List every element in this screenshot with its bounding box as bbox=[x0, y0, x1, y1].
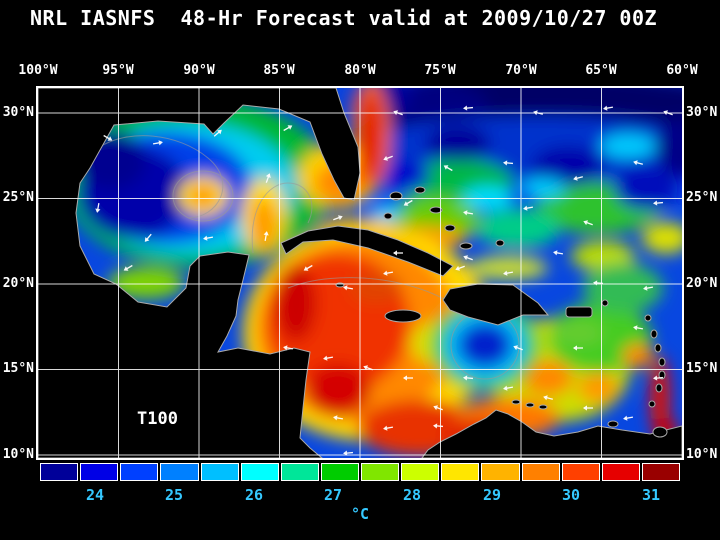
colorbar-tick-label: 29 bbox=[482, 486, 502, 504]
colorbar-cell bbox=[160, 463, 199, 481]
lat-label-left: 30°N bbox=[2, 105, 34, 120]
colorbar-cell bbox=[40, 463, 79, 481]
colorbar-cell bbox=[200, 463, 239, 481]
antilles-island bbox=[654, 343, 662, 353]
colorbar-tick-label: 28 bbox=[402, 486, 422, 504]
antilles-island bbox=[650, 329, 658, 339]
antilles-island bbox=[644, 314, 652, 322]
colorbar-cell bbox=[641, 463, 680, 481]
colorbar-cell bbox=[481, 463, 520, 481]
colorbar-cell bbox=[80, 463, 119, 481]
trinidad bbox=[652, 426, 668, 438]
lat-label-right: 15°N bbox=[686, 361, 718, 376]
lon-label: 70°W bbox=[505, 63, 537, 78]
jamaica bbox=[384, 309, 422, 323]
bahamas-island bbox=[459, 242, 473, 250]
colorbar bbox=[40, 463, 680, 481]
bahamas-island bbox=[429, 206, 443, 214]
colorbar-cell bbox=[401, 463, 440, 481]
curacao bbox=[525, 402, 535, 408]
lon-label: 80°W bbox=[344, 63, 376, 78]
colorbar-tick-label: 26 bbox=[244, 486, 264, 504]
margarita bbox=[607, 420, 619, 428]
colorbar-cell bbox=[280, 463, 319, 481]
bahamas-island bbox=[414, 186, 426, 194]
page-title: NRL IASNFS 48-Hr Forecast valid at 2009/… bbox=[30, 6, 658, 30]
cuba bbox=[280, 225, 454, 277]
antilles-island bbox=[655, 383, 663, 393]
lat-label-right: 20°N bbox=[686, 276, 718, 291]
antilles-island bbox=[658, 370, 666, 380]
colorbar-cell bbox=[120, 463, 159, 481]
hispaniola bbox=[442, 283, 550, 326]
antilles-island bbox=[658, 357, 666, 367]
lat-label-right: 25°N bbox=[686, 190, 718, 205]
lon-label: 75°W bbox=[424, 63, 456, 78]
lon-label: 95°W bbox=[102, 63, 134, 78]
lat-label-left: 20°N bbox=[2, 276, 34, 291]
colorbar-tick-label: 27 bbox=[323, 486, 343, 504]
lat-label-left: 15°N bbox=[2, 361, 34, 376]
grid-lines bbox=[38, 88, 682, 458]
lon-label: 85°W bbox=[263, 63, 295, 78]
bahamas-island bbox=[444, 224, 456, 232]
colorbar-cell bbox=[320, 463, 359, 481]
colorbar-cell bbox=[601, 463, 640, 481]
colorbar-tick-label: 24 bbox=[85, 486, 105, 504]
colorbar-tick-label: 31 bbox=[641, 486, 661, 504]
forecast-map: T100 bbox=[36, 70, 718, 460]
bonaire bbox=[538, 404, 548, 410]
puerto-rico bbox=[565, 306, 593, 318]
sst-map-canvas: T100 bbox=[37, 70, 718, 459]
lat-label-left: 25°N bbox=[2, 190, 34, 205]
lon-label: 65°W bbox=[585, 63, 617, 78]
antilles-island bbox=[648, 400, 656, 408]
lat-label-right: 30°N bbox=[686, 105, 718, 120]
lon-label: 60°W bbox=[666, 63, 698, 78]
colorbar-cell bbox=[521, 463, 560, 481]
antilles-island bbox=[601, 299, 609, 307]
lon-label: 90°W bbox=[183, 63, 215, 78]
lon-label: 100°W bbox=[18, 63, 58, 78]
colorbar-unit: °C bbox=[350, 505, 370, 523]
colorbar-tick-label: 25 bbox=[164, 486, 184, 504]
colorbar-cell bbox=[561, 463, 600, 481]
aruba bbox=[511, 399, 521, 405]
lat-label-left: 10°N bbox=[2, 447, 34, 462]
lat-label-right: 10°N bbox=[686, 447, 718, 462]
field-label: T100 bbox=[137, 409, 178, 429]
colorbar-cell bbox=[361, 463, 400, 481]
bahamas-island bbox=[495, 239, 505, 247]
bahamas-island bbox=[383, 212, 393, 220]
colorbar-tick-label: 30 bbox=[561, 486, 581, 504]
colorbar-cell bbox=[240, 463, 279, 481]
colorbar-cell bbox=[441, 463, 480, 481]
